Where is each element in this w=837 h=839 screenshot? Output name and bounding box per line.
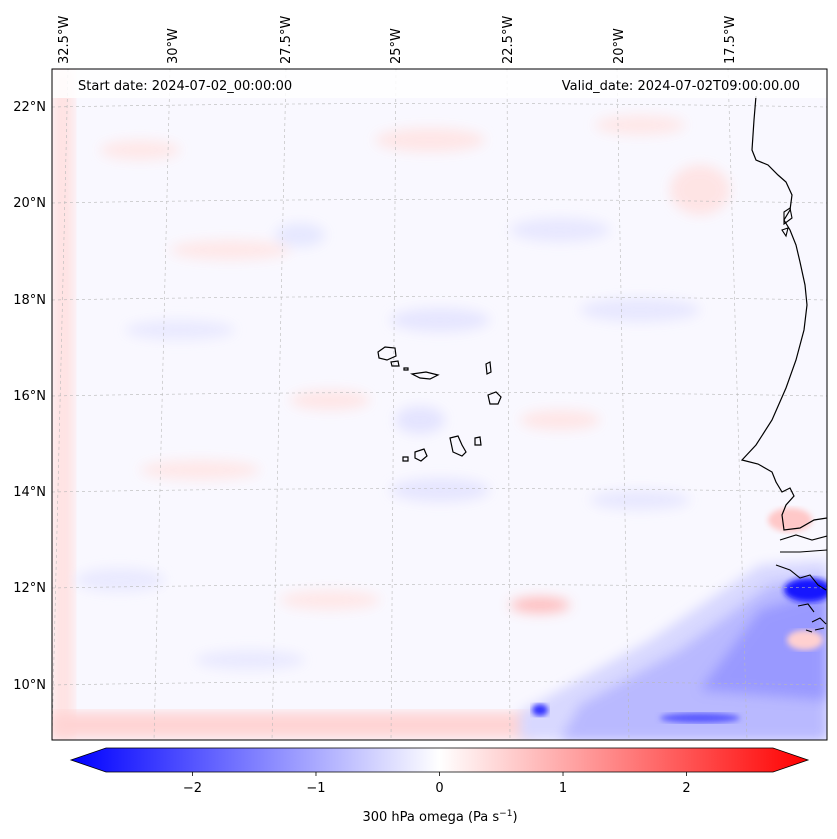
field-patches — [75, 115, 730, 670]
start-date-label: Start date: 2024-07-02_00:00:00 — [78, 79, 292, 94]
island-sal — [485, 361, 492, 375]
valid-date-label: Valid_date: 2024-07-02T09:00:00.00 — [562, 79, 800, 94]
colorbar-title-main: 300 hPa omega (Pa s — [362, 810, 499, 825]
lat-label-2: 18°N — [13, 293, 46, 308]
lon-label-3: 25°W — [389, 28, 404, 64]
header-band — [52, 70, 827, 98]
cape-verde-islands — [377, 346, 502, 462]
banc-arguin — [781, 207, 793, 238]
island-fogo — [414, 448, 428, 462]
island-sao-vicente — [390, 360, 400, 367]
island-sao-nicolau — [410, 371, 440, 380]
lat-label-1: 20°N — [13, 196, 46, 211]
map-panel — [52, 69, 827, 740]
colorbar-tick-label-4: 2 — [682, 781, 690, 796]
island-boa-vista — [487, 391, 502, 405]
lon-label-0: 32.5°W — [57, 16, 72, 64]
colorbar-tick-label-2: 0 — [435, 781, 443, 796]
lon-label-1: 30°W — [166, 28, 181, 64]
lat-label-5: 12°N — [13, 581, 46, 596]
lat-label-4: 14°N — [13, 485, 46, 500]
colorbar-ticks: −2 −1 0 1 2 — [183, 772, 691, 796]
lat-label-6: 10°N — [13, 678, 46, 693]
longitude-labels: 32.5°W 30°W 27.5°W 25°W 22.5°W 20°W 17.5… — [57, 16, 738, 64]
lon-label-2: 27.5°W — [279, 16, 294, 64]
guinea-bissau-coast — [775, 564, 827, 633]
colorbar-title: 300 hPa omega (Pa s−1) — [362, 809, 517, 825]
field-edge-band-left — [52, 69, 74, 740]
colorbar-title-sup: −1 — [499, 809, 512, 819]
strong-omega-region — [520, 508, 827, 740]
colorbar-body — [69, 747, 810, 773]
lon-label-4: 22.5°W — [501, 16, 516, 64]
colorbar: −2 −1 0 1 2 300 hPa omega (Pa s−1) — [69, 747, 810, 825]
lon-label-6: 17.5°W — [723, 16, 738, 64]
colorbar-tick-label-3: 1 — [559, 781, 567, 796]
gambia-river — [779, 534, 827, 553]
colorbar-tick-label-1: −1 — [306, 781, 325, 796]
colorbar-tick-label-0: −2 — [183, 781, 202, 796]
island-santiago — [449, 435, 467, 457]
lat-label-3: 16°N — [13, 389, 46, 404]
colorbar-title-tail: ) — [512, 810, 517, 825]
lon-label-5: 20°W — [612, 28, 627, 64]
african-coastline — [740, 95, 827, 531]
latitude-labels: 22°N 20°N 18°N 16°N 14°N 12°N 10°N — [13, 100, 46, 693]
map-frame — [51, 68, 828, 741]
lat-label-0: 22°N — [13, 100, 46, 115]
gridlines — [52, 69, 827, 740]
island-brava — [402, 456, 409, 462]
island-santo-antao — [377, 346, 397, 361]
island-santa-luzia — [403, 367, 409, 371]
field-edge-band-bottom — [52, 712, 532, 738]
island-maio — [474, 436, 482, 446]
